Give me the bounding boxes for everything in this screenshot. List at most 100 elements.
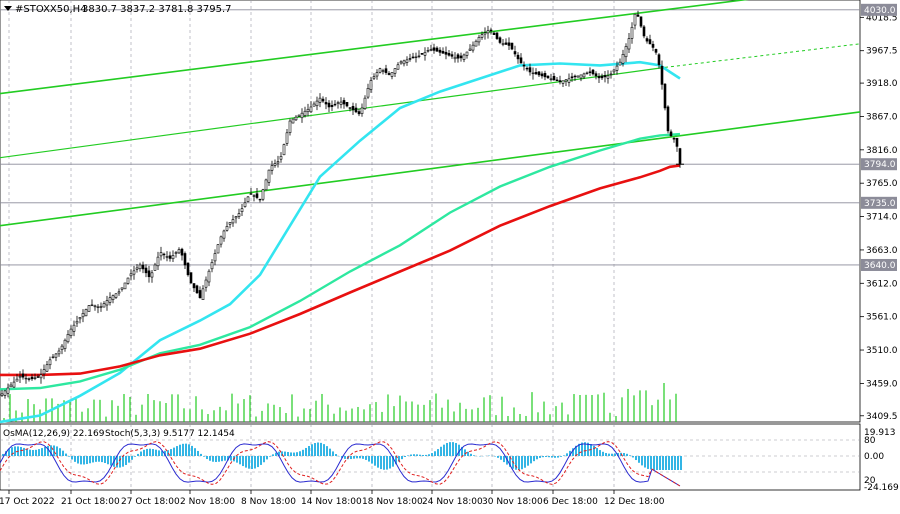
candle-body xyxy=(61,346,63,350)
osma-bar xyxy=(602,452,604,456)
osma-bar xyxy=(380,456,382,469)
candle-body xyxy=(106,301,108,305)
osma-bar xyxy=(56,446,58,456)
candle-body xyxy=(361,108,363,114)
candle-body xyxy=(319,98,321,102)
candle-body xyxy=(40,375,42,378)
osma-bar xyxy=(272,454,274,456)
osma-bar xyxy=(554,456,556,458)
candle-body xyxy=(340,102,342,104)
osma-bar xyxy=(203,456,205,457)
osma-bar xyxy=(431,453,433,456)
level-tag-label: 3794.0 xyxy=(864,160,896,170)
candle-body xyxy=(334,104,336,105)
candle-body xyxy=(34,378,36,379)
candle-body xyxy=(169,256,171,259)
candle-body xyxy=(79,317,81,319)
candle-body xyxy=(304,111,306,115)
candle-body xyxy=(19,376,21,377)
osma-bar xyxy=(221,456,223,461)
osma-bar xyxy=(65,454,67,456)
osma-bar xyxy=(239,456,241,464)
candle-body xyxy=(121,288,123,289)
candle-body xyxy=(556,80,558,81)
candle-body xyxy=(100,307,102,308)
time-tick-label: 6 Dec 18:00 xyxy=(543,497,598,507)
osma-bar xyxy=(71,456,73,459)
candle-body xyxy=(433,48,435,51)
level-tag-label: 3640.0 xyxy=(864,261,896,271)
candle-body xyxy=(661,66,663,84)
osma-bar xyxy=(101,456,103,462)
candle-body xyxy=(43,370,45,374)
osma-bar xyxy=(503,456,505,462)
candle-body xyxy=(127,278,129,283)
osma-bar xyxy=(356,456,358,458)
osma-bar xyxy=(623,453,625,456)
candle-body xyxy=(97,307,99,308)
osma-bar xyxy=(329,449,331,456)
chart-header: #STOXX50,H4 3830.7 3837.2 3781.8 3795.7 xyxy=(4,4,232,15)
candle-body xyxy=(301,113,303,118)
osma-bar xyxy=(653,456,655,470)
osma-bar xyxy=(518,456,520,470)
osma-bar xyxy=(95,456,97,462)
osma-bar xyxy=(371,456,373,464)
candle-body xyxy=(649,40,651,44)
candle-body xyxy=(88,306,90,312)
candle-body xyxy=(439,50,441,52)
candle-body xyxy=(82,313,84,316)
osma-bar xyxy=(92,456,94,462)
price-tick-label: 3714.0 xyxy=(866,213,898,223)
osma-bar xyxy=(566,453,568,456)
osma-bar xyxy=(80,456,82,464)
indicator-tick-label: -24.169 xyxy=(864,483,899,493)
candle-body xyxy=(538,72,540,75)
candle-body xyxy=(421,53,423,54)
osma-bar xyxy=(674,456,676,470)
osma-bar xyxy=(38,449,40,456)
candle-body xyxy=(598,76,600,77)
candle-body xyxy=(550,79,552,80)
candle-body xyxy=(523,65,525,66)
candle-body xyxy=(577,76,579,77)
osma-bar xyxy=(206,456,208,459)
candle-body xyxy=(544,73,546,77)
osma-bar xyxy=(140,452,142,456)
osma-bar xyxy=(521,456,523,469)
candle-body xyxy=(616,66,618,70)
candle-body xyxy=(136,268,138,269)
osma-bar xyxy=(542,456,544,457)
time-tick-label: 14 Nov 18:00 xyxy=(301,497,362,507)
candle-body xyxy=(583,74,585,77)
candle-body xyxy=(184,253,186,264)
osma-bar xyxy=(434,451,436,456)
candle-body xyxy=(265,180,267,190)
candle-body xyxy=(64,340,66,348)
candle-body xyxy=(631,27,633,38)
osma-bar xyxy=(266,456,268,459)
osma-bar xyxy=(311,444,313,456)
candle-body xyxy=(403,61,405,64)
osma-bar xyxy=(557,456,559,458)
candle-body xyxy=(130,274,132,276)
candle-body xyxy=(271,166,273,171)
candle-body xyxy=(370,80,372,89)
candle-body xyxy=(67,334,69,341)
candle-body xyxy=(328,103,330,107)
candle-body xyxy=(646,39,648,42)
time-tick-label: 24 Nov 18:00 xyxy=(422,497,483,507)
osma-bar xyxy=(320,443,322,456)
osma-bar xyxy=(245,456,247,468)
osma-bar xyxy=(32,450,34,456)
price-tick-label: 3918.0 xyxy=(866,79,898,89)
osma-bar xyxy=(62,451,64,456)
osma-bar xyxy=(350,456,352,459)
osma-bar xyxy=(677,456,679,470)
osma-bar xyxy=(254,456,256,468)
candle-body xyxy=(526,68,528,69)
candle-body xyxy=(316,101,318,106)
candle-body xyxy=(502,44,504,45)
osma-bar xyxy=(410,455,412,456)
